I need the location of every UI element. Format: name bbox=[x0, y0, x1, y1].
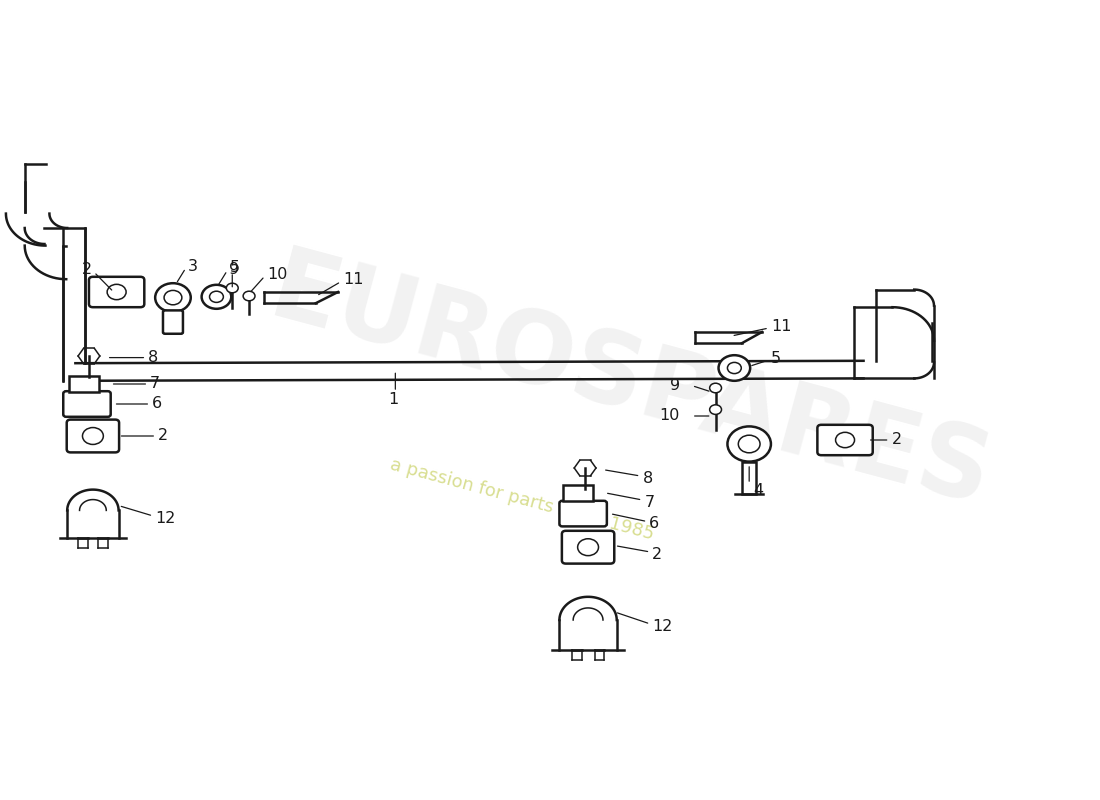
Text: 2: 2 bbox=[891, 433, 902, 447]
Text: 1: 1 bbox=[388, 393, 398, 407]
FancyBboxPatch shape bbox=[67, 419, 119, 452]
Circle shape bbox=[710, 405, 722, 414]
Text: 6: 6 bbox=[152, 397, 163, 411]
Text: 10: 10 bbox=[660, 409, 680, 423]
Circle shape bbox=[164, 290, 182, 305]
Circle shape bbox=[209, 291, 223, 302]
Text: 5: 5 bbox=[771, 351, 781, 366]
Text: a passion for parts since 1985: a passion for parts since 1985 bbox=[388, 456, 656, 544]
Text: 8: 8 bbox=[148, 350, 158, 365]
Circle shape bbox=[727, 426, 771, 462]
Circle shape bbox=[227, 283, 239, 293]
Bar bbox=[742, 462, 756, 494]
FancyBboxPatch shape bbox=[163, 310, 183, 334]
Text: 11: 11 bbox=[343, 273, 363, 287]
Text: EUROSPARES: EUROSPARES bbox=[260, 241, 1001, 527]
Text: 10: 10 bbox=[267, 267, 287, 282]
Bar bbox=[563, 485, 593, 501]
Text: 9: 9 bbox=[229, 262, 240, 277]
Bar bbox=[69, 376, 99, 392]
Text: 2: 2 bbox=[158, 429, 168, 443]
FancyBboxPatch shape bbox=[562, 531, 614, 563]
Circle shape bbox=[82, 427, 103, 445]
Circle shape bbox=[710, 383, 722, 393]
Text: 7: 7 bbox=[151, 377, 161, 391]
Text: 4: 4 bbox=[754, 483, 763, 498]
Circle shape bbox=[155, 283, 190, 312]
Circle shape bbox=[727, 362, 741, 374]
Text: 6: 6 bbox=[649, 516, 660, 530]
Circle shape bbox=[578, 538, 598, 556]
FancyBboxPatch shape bbox=[89, 277, 144, 307]
Circle shape bbox=[243, 291, 255, 301]
Text: 2: 2 bbox=[652, 547, 662, 562]
FancyBboxPatch shape bbox=[64, 391, 111, 417]
Text: 7: 7 bbox=[645, 495, 654, 510]
Text: 11: 11 bbox=[771, 319, 791, 334]
FancyBboxPatch shape bbox=[560, 501, 607, 526]
Circle shape bbox=[107, 284, 126, 300]
Text: 8: 8 bbox=[642, 471, 652, 486]
Circle shape bbox=[718, 355, 750, 381]
Text: 12: 12 bbox=[652, 619, 673, 634]
Text: 9: 9 bbox=[670, 378, 680, 393]
Text: 2: 2 bbox=[81, 262, 92, 277]
Circle shape bbox=[738, 435, 760, 453]
Circle shape bbox=[201, 285, 231, 309]
Text: 5: 5 bbox=[229, 261, 240, 275]
Text: 12: 12 bbox=[155, 511, 176, 526]
FancyBboxPatch shape bbox=[817, 425, 872, 455]
Text: 3: 3 bbox=[188, 259, 198, 274]
Circle shape bbox=[836, 432, 855, 448]
